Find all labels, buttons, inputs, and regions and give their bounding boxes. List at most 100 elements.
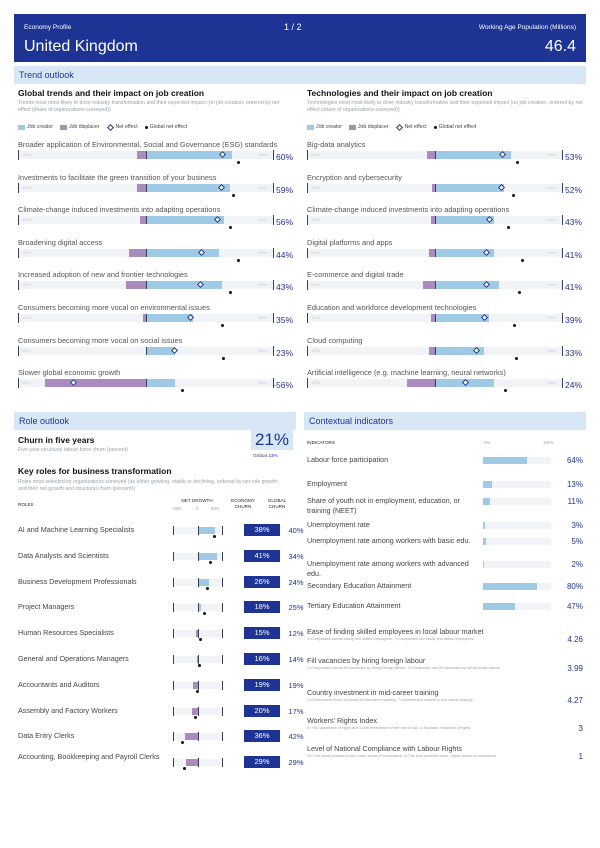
scale-end-tick bbox=[562, 150, 563, 160]
net-growth-track bbox=[173, 526, 223, 538]
indicator-name: Tertiary Education Attainment bbox=[307, 601, 401, 610]
scale-start-tick bbox=[173, 577, 174, 587]
job-creator-bar bbox=[146, 248, 219, 257]
index-row: Country investment in mid-career trainin… bbox=[307, 688, 583, 705]
scale-start-tick bbox=[173, 758, 174, 768]
global-net-effect-dot-icon bbox=[433, 125, 437, 129]
zero-tick bbox=[198, 526, 199, 535]
job-creator-bar bbox=[435, 216, 494, 225]
trend-bar-track: -100% 100% bbox=[18, 313, 274, 327]
scale-end-tick bbox=[222, 526, 223, 535]
trend-bar-track: -100% 100% bbox=[307, 247, 563, 262]
net-growth-bar bbox=[198, 527, 215, 534]
zero-tick bbox=[146, 183, 147, 192]
trend-label: Climate-change induced investments into … bbox=[18, 205, 221, 215]
global-churn-value: 42% bbox=[288, 732, 304, 742]
net-growth-track bbox=[173, 551, 223, 564]
trend-item: Big-data analytics -100% 100% 53% bbox=[307, 140, 582, 172]
global-net-effect-dot-icon bbox=[144, 125, 148, 129]
role-row: Accountants and Auditors 19% 19% bbox=[18, 673, 304, 695]
net-effect-value: 43% bbox=[275, 282, 293, 293]
zero-tick bbox=[146, 346, 147, 355]
job-displacer-bar bbox=[137, 151, 146, 159]
economy-churn-value: 36% bbox=[244, 730, 280, 743]
trend-item: Digital platforms and apps -100% 100% 41% bbox=[307, 238, 582, 270]
scale-max-label: 100% bbox=[547, 218, 556, 223]
scale-start-tick bbox=[307, 247, 308, 258]
net-effect-value: 56% bbox=[275, 217, 293, 228]
scale-end-tick bbox=[273, 313, 274, 323]
net-effect-value: 23% bbox=[275, 347, 293, 358]
economy-churn-col-header: ECONOMY CHURN bbox=[231, 498, 255, 509]
zero-tick bbox=[198, 758, 199, 768]
trend-bar-track: -100% 100% bbox=[307, 280, 563, 295]
scale-start-tick bbox=[307, 345, 308, 356]
role-name: General and Operations Managers bbox=[18, 654, 129, 663]
scale-min-label: -100% bbox=[21, 185, 32, 190]
economy-churn-value: 26% bbox=[244, 575, 280, 588]
scale-end-tick bbox=[562, 182, 563, 193]
trend-label: Consumers becoming more vocal on environ… bbox=[18, 303, 210, 312]
zero-tick bbox=[198, 629, 199, 639]
scale-start-tick bbox=[18, 150, 19, 160]
index-desc: 1=Companies cannot easily find skilled e… bbox=[307, 637, 474, 641]
zero-tick bbox=[435, 379, 436, 388]
technologies-title: Technologies and their impact on job cre… bbox=[307, 88, 493, 98]
scale-end-tick bbox=[222, 551, 223, 561]
indicator-track bbox=[483, 522, 551, 529]
economy-churn-value: 38% bbox=[244, 524, 280, 536]
global-net-effect-dot-icon bbox=[514, 356, 518, 360]
technologies-legend: Job creator Job displacer Net effect Glo… bbox=[307, 123, 476, 131]
role-name: AI and Machine Learning Specialists bbox=[18, 525, 135, 534]
trend-bar-track: -100% 100% bbox=[18, 280, 274, 295]
population-value: 46.4 bbox=[544, 38, 576, 55]
role-row: Assembly and Factory Workers 20% 17% bbox=[18, 699, 304, 721]
role-outlook-title: Role outlook bbox=[14, 412, 296, 430]
indicator-track bbox=[483, 583, 551, 590]
economy-churn-value: 16% bbox=[244, 653, 280, 665]
zero-tick bbox=[435, 346, 436, 355]
net-effect-diamond-icon bbox=[395, 123, 403, 131]
scale-start-tick bbox=[173, 680, 174, 690]
net-effect-value: -56% bbox=[273, 380, 293, 391]
index-name: Fill vacancies by hiring foreign labour bbox=[307, 656, 426, 665]
job-creator-bar bbox=[146, 151, 232, 159]
indicator-fill bbox=[483, 561, 485, 568]
global-churn-value: 24% bbox=[288, 577, 304, 587]
role-name: Human Resources Specialists bbox=[18, 628, 114, 638]
zero-tick bbox=[435, 151, 436, 159]
trend-item: Investments to facilitate the green tran… bbox=[18, 173, 293, 205]
scale-min-label: -100% bbox=[21, 316, 32, 320]
trend-item: Climate-change induced investments into … bbox=[307, 205, 582, 237]
scale-end-tick bbox=[222, 655, 223, 664]
global-growth-dot-icon bbox=[213, 535, 216, 538]
scale-end-tick bbox=[222, 629, 223, 639]
global-growth-dot-icon bbox=[209, 560, 212, 564]
global-growth-dot-icon bbox=[198, 638, 202, 642]
economy-churn-value: 41% bbox=[244, 549, 280, 562]
job-creator-bar bbox=[146, 183, 231, 192]
churn-global: Global 23% bbox=[253, 454, 278, 459]
scale-start-tick bbox=[307, 215, 308, 226]
zero-tick bbox=[435, 216, 436, 225]
index-value: 3.99 bbox=[567, 664, 583, 673]
trend-item: Climate-change induced investments into … bbox=[18, 205, 293, 237]
trend-label: Increased adoption of new and frontier t… bbox=[18, 270, 188, 280]
net-effect-value: 41% bbox=[564, 249, 582, 260]
zero-tick bbox=[435, 281, 436, 290]
global-growth-dot-icon bbox=[194, 715, 197, 719]
index-row: Fill vacancies by hiring foreign labour 1… bbox=[307, 656, 583, 673]
net-growth-bar bbox=[193, 681, 198, 689]
scale-min-label: -100% bbox=[310, 250, 321, 255]
index-name: Level of National Compliance with Labour… bbox=[307, 744, 463, 753]
job-displacer-bar bbox=[432, 183, 435, 192]
economy-churn-value: 15% bbox=[244, 627, 280, 640]
trend-label: Education and workforce development tech… bbox=[307, 303, 477, 312]
job-creator-swatch bbox=[307, 124, 314, 130]
global-net-effect-dot-icon bbox=[232, 193, 236, 197]
global-net-effect-dot-icon bbox=[504, 389, 508, 393]
country-name: United Kingdom bbox=[24, 38, 138, 55]
churn-value: 21% bbox=[251, 430, 294, 450]
job-displacer-bar bbox=[431, 314, 435, 322]
job-displacer-bar bbox=[428, 346, 435, 355]
